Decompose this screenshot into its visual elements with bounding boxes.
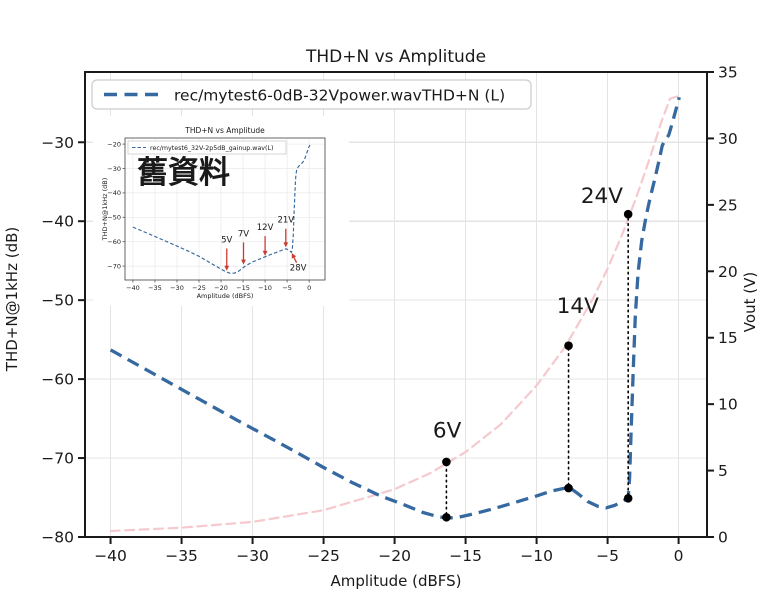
inset-plot-underlay: −40 −35 −30 −25 −20 −15 −10 −5 0−20−30−40−50−60−… <box>107 137 326 292</box>
x-tick-label: 0 <box>674 547 684 565</box>
inset-arrow-label: 5V <box>221 235 232 245</box>
inset-arrowhead <box>262 250 268 256</box>
inset-x-tick-label: −35 <box>148 284 162 292</box>
inset-legend-box <box>127 140 287 155</box>
x-tick-label: −40 <box>94 547 127 565</box>
inset-title: THD+N vs Amplitude <box>184 126 265 135</box>
y2-tick-label: 30 <box>718 130 738 148</box>
inset-arrowhead <box>291 253 297 259</box>
inset-arrow-label: 21V <box>277 216 294 226</box>
y-tick-label: −70 <box>41 450 74 468</box>
inset-y-tick-label: −60 <box>107 238 121 246</box>
inset-arrowhead <box>241 259 246 265</box>
y-tick-label: −60 <box>41 371 74 389</box>
inset-x-tick-label: 0 <box>307 284 311 292</box>
x-axis-label: Amplitude (dBFS) <box>330 572 461 590</box>
inset-y-tick-label: −50 <box>107 214 121 222</box>
plot-spines <box>83 70 709 539</box>
y-axis-label-left: THD+N@1kHz (dB) <box>3 227 21 372</box>
x-tick-label: −30 <box>236 547 269 565</box>
inset-y-tick-label: −30 <box>107 165 121 173</box>
x-tick-label: −10 <box>520 547 553 565</box>
annotation-label: 14V <box>557 294 599 319</box>
inset-arrowhead <box>224 265 230 271</box>
y-tick-label: −30 <box>41 134 74 152</box>
x-tick-label: −35 <box>165 547 198 565</box>
annotation-dot <box>442 457 451 467</box>
y-tick-label: −80 <box>41 529 74 547</box>
legend: rec/mytest6-0dB-32Vpower.wavTHD+N (L) <box>91 79 532 110</box>
inset-x-tick-label: −15 <box>236 284 250 292</box>
inset-arrow-label: 12V <box>257 223 274 233</box>
x-tick-label: −25 <box>307 547 340 565</box>
y2-tick-label: 10 <box>718 396 738 414</box>
inset-y-tick-label: −40 <box>107 189 121 197</box>
inset-y-tick-label: −70 <box>107 262 121 270</box>
inset-x-tick-label: −20 <box>214 284 228 292</box>
y-tick-label: −40 <box>41 213 74 231</box>
chart-title: THD+N vs Amplitude <box>305 47 486 67</box>
annotation-dot <box>564 341 573 350</box>
y-axis-label-right: Vout (V) <box>741 272 759 332</box>
vout-curve <box>109 94 681 533</box>
annotation-label: 24V <box>581 184 623 209</box>
y2-tick-label: 0 <box>718 529 728 547</box>
inset-y-axis-label: THD+N@1kHz (dB) <box>101 178 109 242</box>
inset-x-tick-label: −25 <box>192 284 206 292</box>
annotation-dot <box>623 494 633 503</box>
inset-y-tick-label: −20 <box>107 140 121 148</box>
inset-x-tick-label: −5 <box>282 284 292 292</box>
x-tick-label: −5 <box>596 547 619 565</box>
annotation-dot <box>442 512 451 522</box>
inset-legend-label: rec/mytest6_32V-2p5dB_gainup.wav(L) <box>150 145 273 152</box>
inset-arrow-shaft <box>293 256 298 263</box>
y2-tick-label: 25 <box>718 196 738 214</box>
x-tick-label: −20 <box>378 547 411 565</box>
inset-x-axis-label: Amplitude (dBFS) <box>197 292 254 300</box>
annotation-dot <box>564 483 573 493</box>
inset-curve <box>132 144 311 274</box>
inset-x-tick-label: −30 <box>170 284 184 292</box>
x-tick-label: −15 <box>449 547 482 565</box>
annotation-dot <box>623 209 633 219</box>
inset-arrow-label: 28V <box>290 263 307 273</box>
y2-tick-label: 15 <box>718 329 738 347</box>
y2-tick-label: 20 <box>718 263 738 281</box>
y2-tick-label: 5 <box>718 462 728 480</box>
inset-note-old-data: 舊資料 <box>137 155 230 191</box>
inset-chart: −40 −35 −30 −25 −20 −15 −10 −5 0−20−30−40−50−60−… <box>93 116 349 306</box>
inset-plot-spines <box>124 137 326 281</box>
legend-box <box>91 79 532 110</box>
inset-legend: rec/mytest6_32V-2p5dB_gainup.wav(L) <box>127 140 287 155</box>
inset-x-tick-label: −40 <box>126 284 140 292</box>
y-tick-label: −50 <box>41 292 74 310</box>
inset-arrowhead <box>283 242 289 248</box>
inset-arrow-label: 7V <box>238 229 249 239</box>
legend-label: rec/mytest6-0dB-32Vpower.wavTHD+N (L) <box>174 87 505 105</box>
thd-curve <box>109 96 681 520</box>
y2-tick-label: 35 <box>718 64 738 82</box>
inset-x-tick-label: −10 <box>258 284 272 292</box>
annotation-label: 6V <box>433 419 462 444</box>
